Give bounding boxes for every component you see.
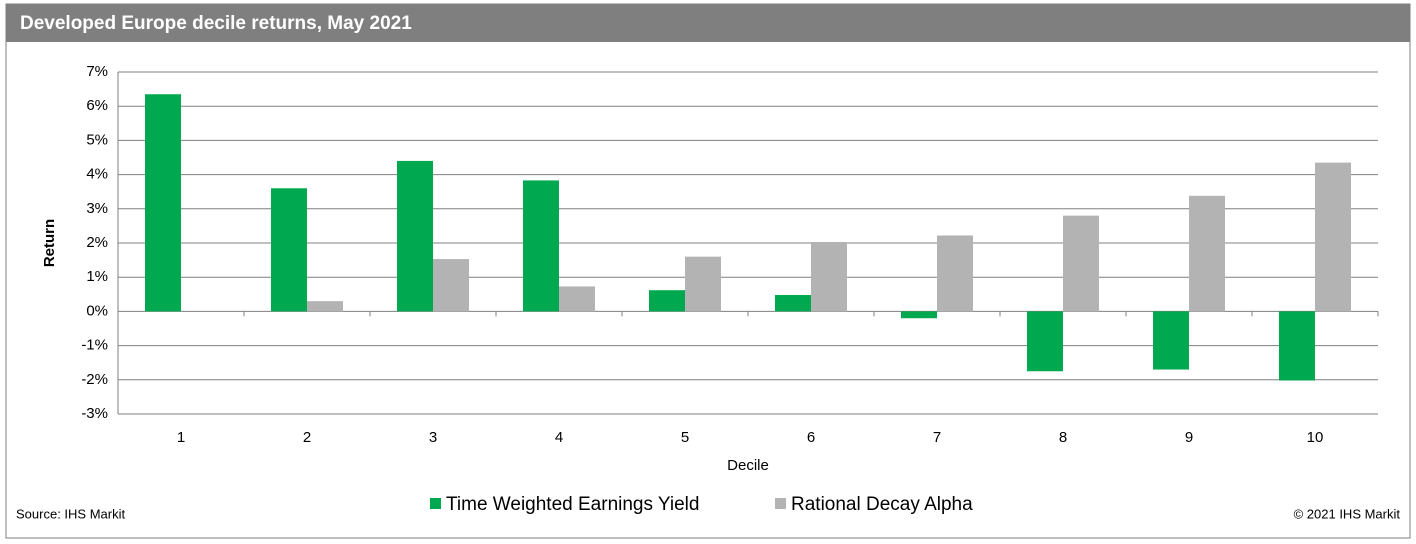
y-axis-label: Return <box>41 219 58 267</box>
bar <box>649 290 685 312</box>
copyright: © 2021 IHS Markit <box>1294 506 1401 521</box>
y-tick-label: 0% <box>86 302 108 319</box>
y-tick-label: -1% <box>81 337 108 354</box>
bar <box>901 311 937 319</box>
y-tick-label: -3% <box>81 405 108 422</box>
legend-swatch <box>430 498 441 509</box>
source: Source: IHS Markit <box>16 506 125 521</box>
bar <box>937 235 973 312</box>
bar <box>811 241 847 312</box>
y-tick-label: 3% <box>86 200 108 217</box>
legend-label: Rational Decay Alpha <box>791 494 973 515</box>
y-tick-label: -2% <box>81 371 108 388</box>
y-tick-label: 5% <box>86 131 108 148</box>
legend-label: Time Weighted Earnings Yield <box>446 494 699 515</box>
y-tick-label: 1% <box>86 268 108 285</box>
x-tick-label: 10 <box>1307 429 1324 446</box>
bar <box>307 301 343 312</box>
x-tick-label: 4 <box>555 429 563 446</box>
x-tick-label: 1 <box>177 429 185 446</box>
bar <box>1153 311 1189 370</box>
chart-title: Developed Europe decile returns, May 202… <box>20 13 412 34</box>
y-tick-label: 4% <box>86 166 108 183</box>
x-axis-label: Decile <box>727 457 769 474</box>
bar <box>685 256 721 312</box>
bar <box>271 188 307 312</box>
bar <box>1063 215 1099 312</box>
bar <box>145 94 181 312</box>
x-tick-label: 7 <box>933 429 941 446</box>
bar <box>775 294 811 312</box>
x-tick-label: 8 <box>1059 429 1067 446</box>
x-tick-label: 6 <box>807 429 815 446</box>
x-tick-label: 9 <box>1185 429 1193 446</box>
bar <box>1027 311 1063 372</box>
bar <box>1315 162 1351 312</box>
x-tick-label: 2 <box>303 429 311 446</box>
bar <box>397 160 433 312</box>
y-tick-label: 7% <box>86 63 108 80</box>
bar <box>559 286 595 312</box>
bar <box>433 259 469 312</box>
x-tick-label: 3 <box>429 429 437 446</box>
title-banner <box>6 4 1410 42</box>
bar <box>523 180 559 312</box>
y-tick-label: 2% <box>86 234 108 251</box>
bar <box>1189 195 1225 312</box>
x-tick-label: 5 <box>681 429 689 446</box>
y-tick-label: 6% <box>86 97 108 114</box>
legend-swatch <box>775 498 786 509</box>
bar <box>1279 311 1315 381</box>
